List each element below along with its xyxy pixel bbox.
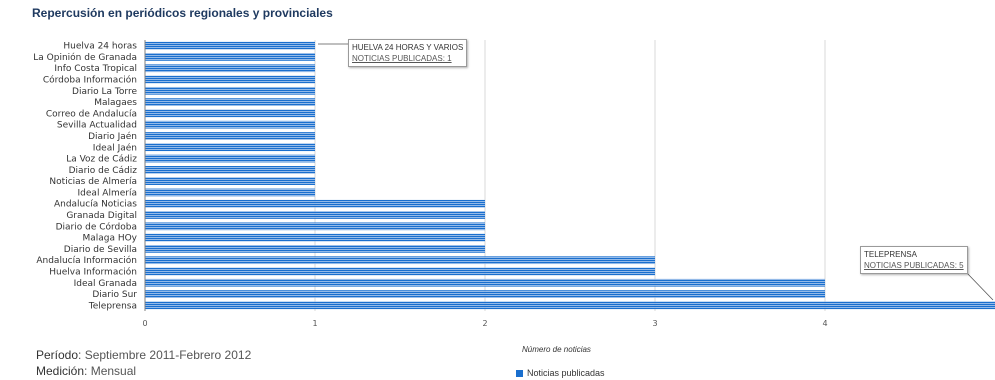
bar-ideal-jaén	[145, 143, 315, 152]
chart-title: Repercusión en periódicos regionales y p…	[32, 6, 333, 20]
y-tick-label: Huelva Información	[49, 266, 137, 277]
y-tick-label: Teleprensa	[88, 301, 137, 311]
callout-teleprensa-line1: TELEPRENSA	[864, 250, 917, 259]
measurement-label: Medición	[36, 364, 85, 378]
callout-huelva-line1: HUELVA 24 HORAS Y VARIOS	[352, 43, 464, 52]
bar-malagaes	[145, 98, 315, 106]
y-tick-label: Info Costa Tropical	[54, 64, 137, 74]
bar-andalucía-noticias	[145, 199, 485, 208]
period-info: Período: Septiembre 2011-Febrero 2012	[36, 348, 252, 362]
bar-huelva-información	[145, 267, 655, 276]
bar-teleprensa	[145, 301, 995, 310]
period-value: Septiembre 2011-Febrero 2012	[84, 348, 252, 362]
bar-info-costa-tropical	[145, 64, 315, 73]
y-tick-label: Diario Sur	[92, 290, 137, 300]
bar-diario-de-cádiz	[145, 166, 315, 174]
callout-teleprensa-line2: NOTICIAS PUBLICADAS: 5	[864, 261, 964, 270]
legend-swatch	[516, 369, 523, 377]
bar-diario-jaén	[145, 132, 315, 140]
legend-label: Noticias publicadas	[527, 368, 605, 378]
bar-diario-la-torre	[145, 86, 315, 95]
y-tick-label: Ideal Almería	[78, 188, 137, 198]
x-tick-label-3: 3	[652, 319, 657, 328]
y-tick-label: Andalucía Información	[36, 255, 137, 266]
y-tick-label: Diario de Cádiz	[69, 166, 138, 176]
callout-teleprensa-leader	[965, 271, 994, 301]
x-axis-label: Número de noticias	[522, 345, 591, 354]
bar-córdoba-información	[145, 75, 315, 84]
y-tick-label: Huelva 24 horas	[63, 42, 137, 52]
y-tick-label: Diario Jaén	[88, 131, 137, 142]
bar-noticias-de-almería	[145, 177, 315, 185]
bar-granada-digital	[145, 211, 485, 219]
bar-diario-de-córdoba	[145, 222, 485, 231]
period-label: Período	[36, 348, 79, 362]
x-tick-label-1: 1	[312, 319, 317, 328]
x-tick-label-4: 4	[822, 319, 827, 328]
bar-ideal-almería	[145, 188, 315, 197]
y-tick-label: Sevilla Actualidad	[57, 121, 137, 131]
y-tick-label: La Opinión de Granada	[33, 52, 137, 63]
bar-andalucía-información	[145, 256, 655, 265]
x-tick-label-0: 0	[142, 319, 147, 328]
y-tick-label: Malagaes	[94, 98, 137, 108]
y-tick-label: Diario de Sevilla	[64, 245, 137, 255]
y-tick-label: Diario de Córdoba	[56, 221, 137, 232]
y-tick-label: Diario La Torre	[72, 87, 137, 97]
y-tick-label: Ideal Granada	[74, 279, 137, 289]
bar-ideal-granada	[145, 278, 825, 287]
y-tick-label: Córdoba Información	[43, 75, 137, 86]
y-tick-label: La Voz de Cádiz	[66, 155, 137, 165]
legend: Noticias publicadas	[516, 368, 605, 378]
bar-malaga-hoy	[145, 233, 485, 242]
bar-diario-de-sevilla	[145, 245, 485, 253]
y-tick-label: Granada Digital	[66, 211, 137, 221]
measurement-info: Medición: Mensual	[36, 364, 137, 378]
y-tick-label: Noticias de Almería	[49, 177, 137, 187]
bar-diario-sur	[145, 290, 825, 298]
bar-la-voz-de-cádiz	[145, 154, 315, 163]
y-tick-label: Ideal Jaén	[93, 142, 137, 153]
y-tick-label: Correo de Andalucía	[46, 109, 137, 119]
y-tick-label: Malaga HOy	[82, 234, 137, 244]
bar-la-opinión-de-granada	[145, 53, 315, 61]
callout-huelva-line2: NOTICIAS PUBLICADAS: 1	[352, 54, 452, 63]
x-tick-label-2: 2	[482, 319, 487, 328]
bar-sevilla-actualidad	[145, 120, 315, 129]
callout-huelva-24-horas: HUELVA 24 HORAS Y VARIOS NOTICIAS PUBLIC…	[348, 39, 468, 67]
callout-teleprensa: TELEPRENSA NOTICIAS PUBLICADAS: 5	[860, 246, 968, 274]
measurement-value: Mensual	[90, 364, 137, 378]
bar-correo-de-andalucía	[145, 109, 315, 118]
y-tick-label: Andalucía Noticias	[54, 200, 137, 210]
bar-huelva-24-horas	[145, 41, 315, 50]
